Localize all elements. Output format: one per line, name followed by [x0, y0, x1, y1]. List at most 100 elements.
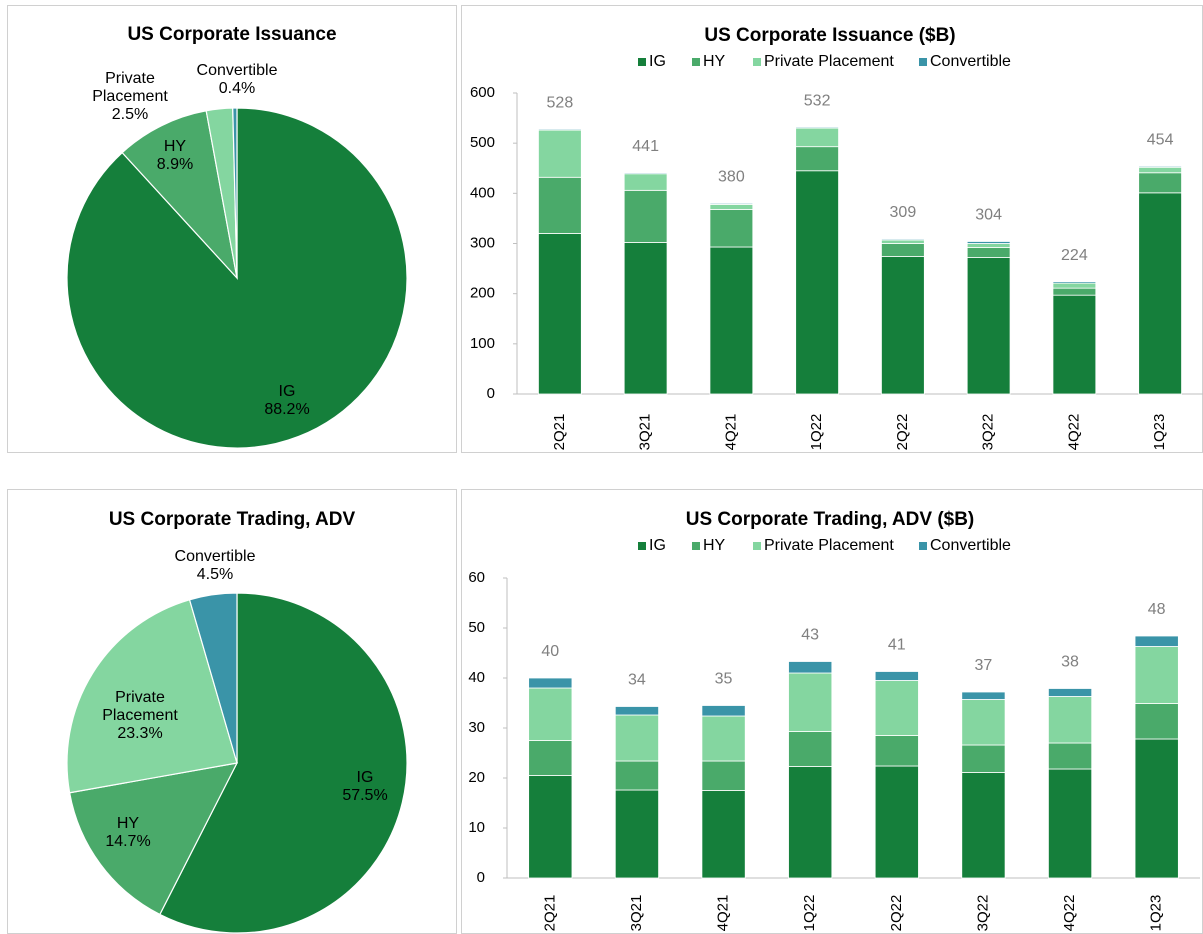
bar-segment	[881, 243, 925, 257]
y-tick-label: 300	[470, 234, 495, 251]
chart-title: US Corporate Issuance	[127, 24, 336, 45]
bar-segment	[538, 233, 582, 395]
bar-segment	[1134, 646, 1179, 704]
bar-segment	[961, 699, 1006, 746]
bar-segment	[1134, 703, 1179, 740]
bar-segment	[1052, 281, 1097, 284]
legend-label: HY	[703, 53, 726, 70]
bar-segment	[874, 735, 919, 767]
pie-label: HY 8.9%	[125, 138, 225, 174]
slice-name: HY	[163, 138, 187, 155]
bar-segment	[795, 146, 839, 172]
legend-swatch	[919, 58, 927, 66]
bar-segment	[614, 714, 659, 762]
legend-label: Convertible	[930, 537, 1011, 554]
x-tick-label: 3Q22	[980, 414, 997, 451]
bar-segment	[1138, 192, 1182, 395]
slice-name: Convertible	[174, 548, 256, 565]
pie-label: IG 57.5%	[315, 769, 415, 805]
total-label: 48	[1148, 601, 1166, 618]
y-tick-label: 400	[470, 184, 495, 201]
bar-segment	[709, 203, 754, 210]
slice-name: IG	[356, 769, 374, 786]
pie-label: Convertible 0.4%	[187, 62, 287, 98]
legend-label: Private Placement	[764, 53, 894, 70]
slice-value: 88.2%	[264, 401, 310, 418]
total-label: 454	[1147, 131, 1174, 148]
bar-segment	[1134, 738, 1179, 879]
bar-segment	[961, 772, 1006, 879]
total-label: 528	[547, 94, 574, 111]
bar-segment	[881, 256, 925, 395]
legend-swatch	[692, 542, 700, 550]
x-tick-label: 2Q21	[541, 895, 558, 932]
pie-label: IG 88.2%	[237, 383, 337, 419]
slice-value: 23.3%	[117, 725, 163, 742]
bar-segment	[528, 775, 573, 879]
legend-swatch	[638, 58, 646, 66]
bar-segment	[966, 241, 1011, 244]
y-tick-label: 200	[470, 285, 495, 302]
x-tick-label: 3Q21	[637, 414, 654, 451]
bar-segment	[881, 239, 925, 244]
bar-segment	[1048, 768, 1093, 879]
x-tick-label: 2Q21	[551, 414, 568, 451]
legend-swatch	[638, 542, 646, 550]
y-tick-label: 30	[468, 719, 485, 736]
legend-label: Convertible	[930, 53, 1011, 70]
bar-segment	[614, 789, 659, 879]
pie-label: Convertible 4.5%	[165, 548, 265, 584]
bar-segment	[966, 257, 1011, 395]
bar-segment	[961, 691, 1006, 700]
bar-segment	[1052, 294, 1097, 395]
slice-value: 4.5%	[196, 566, 234, 583]
y-tick-label: 10	[468, 819, 485, 836]
bar-segment	[874, 671, 919, 681]
bar-segment	[966, 243, 1011, 248]
x-tick-label: 4Q22	[1061, 895, 1078, 932]
bar-segment	[795, 126, 839, 129]
slice-value: 8.9%	[156, 156, 194, 173]
bar-segment	[966, 247, 1011, 258]
pie-label: HY 14.7%	[78, 815, 178, 851]
bar-segment	[528, 740, 573, 776]
x-tick-label: 4Q22	[1065, 414, 1082, 451]
bar-segment	[701, 790, 746, 879]
bar-segment	[528, 677, 573, 689]
pie-slice	[232, 107, 238, 279]
bar-segment	[709, 202, 754, 205]
x-tick-label: 1Q23	[1151, 414, 1168, 451]
total-label: 34	[628, 672, 646, 689]
chart-title: US Corporate Trading, ADV	[109, 509, 356, 530]
total-label: 441	[632, 138, 659, 155]
x-tick-label: 1Q22	[808, 414, 825, 451]
total-label: 224	[1061, 247, 1088, 264]
pie-label: Private Placement 23.3%	[90, 689, 190, 743]
y-tick-label: 100	[470, 335, 495, 352]
legend-label: IG	[649, 53, 666, 70]
total-label: 43	[801, 627, 819, 644]
x-tick-label: 2Q22	[894, 414, 911, 451]
x-tick-label: 3Q22	[974, 895, 991, 932]
total-label: 40	[541, 643, 559, 660]
pie-slice	[159, 592, 408, 934]
bar-segment	[1138, 166, 1182, 174]
bar-segment	[874, 765, 919, 879]
y-tick-label: 500	[470, 134, 495, 151]
bar-segment	[1134, 635, 1179, 647]
slice-name: Convertible	[196, 62, 278, 79]
slice-name: Private Placement	[92, 70, 168, 105]
legend-label: IG	[649, 537, 666, 554]
bar-segment	[1138, 172, 1182, 194]
y-tick-label: 0	[477, 869, 485, 886]
y-tick-label: 0	[487, 385, 495, 402]
slice-name: HY	[116, 815, 140, 832]
bar-segment	[528, 687, 573, 741]
slice-value: 0.4%	[218, 80, 256, 97]
bar-segment	[709, 246, 754, 395]
total-label: 304	[975, 207, 1002, 224]
total-label: 380	[718, 169, 745, 186]
legend-swatch	[919, 542, 927, 550]
bar-segment	[538, 129, 582, 178]
